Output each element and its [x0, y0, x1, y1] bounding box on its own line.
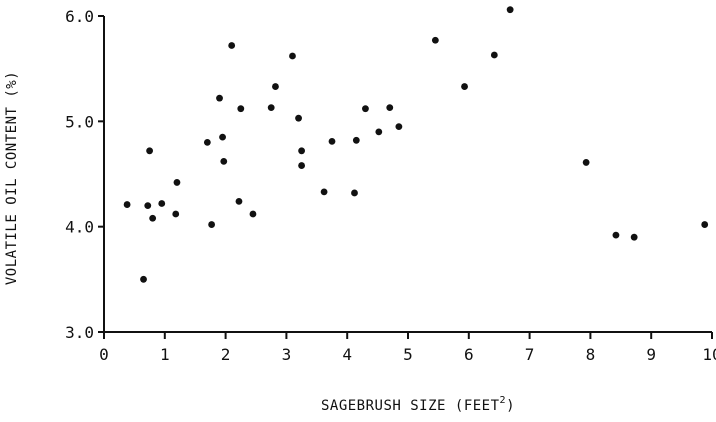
data-point [149, 214, 157, 222]
x-tick-label: 2 [221, 345, 231, 364]
y-ticks: 3.0 4.0 5.0 6.0 [65, 7, 104, 342]
data-point [249, 210, 257, 218]
data-point [237, 105, 245, 113]
data-point [220, 157, 228, 165]
x-tick-label: 5 [403, 345, 413, 364]
data-point [351, 189, 358, 197]
axes [103, 16, 712, 333]
data-point [208, 221, 216, 228]
data-point [158, 200, 166, 207]
data-point [267, 104, 275, 112]
data-point [506, 6, 514, 14]
data-point [203, 139, 211, 146]
y-tick-label: 6.0 [65, 7, 94, 26]
data-point [272, 83, 279, 90]
data-point [490, 51, 498, 59]
y-axis-label: VOLATILE OIL CONTENT (%) [4, 71, 20, 285]
data-point [362, 105, 369, 113]
x-axis-label-close: ) [506, 398, 515, 414]
x-tick-label: 0 [99, 345, 109, 364]
x-tick-label: 6 [464, 345, 474, 364]
x-tick-label: 4 [342, 345, 352, 364]
x-ticks: 0 1 2 3 4 5 6 7 8 9 10 [99, 332, 716, 364]
data-point [173, 179, 181, 186]
data-point [582, 159, 590, 166]
data-point [235, 197, 243, 205]
data-point [123, 201, 131, 208]
data-point [328, 137, 336, 145]
data-point [172, 210, 180, 218]
data-point [630, 233, 638, 241]
y-tick-label: 4.0 [65, 218, 94, 237]
data-point [140, 275, 147, 283]
x-axis-label-superscript: 2 [500, 395, 507, 406]
data-point [352, 136, 360, 144]
x-tick-label: 7 [525, 345, 535, 364]
data-point [216, 94, 223, 102]
data-point [461, 83, 468, 90]
data-point [320, 188, 328, 196]
data-point [146, 147, 154, 155]
data-point [144, 202, 152, 210]
data-point [219, 133, 226, 141]
data-point [298, 147, 305, 155]
data-point [375, 128, 383, 136]
data-point [386, 104, 394, 112]
x-tick-label: 10 [702, 345, 716, 364]
x-tick-label: 1 [160, 345, 170, 364]
data-point [298, 162, 305, 169]
data-point [612, 231, 620, 239]
data-point [289, 52, 296, 60]
x-tick-label: 3 [282, 345, 292, 364]
x-axis-label-text: SAGEBRUSH SIZE (FEET [321, 398, 500, 414]
data-point [295, 114, 302, 122]
x-tick-label: 8 [586, 345, 596, 364]
y-tick-label: 5.0 [65, 112, 94, 131]
x-axis-label: SAGEBRUSH SIZE (FEET2) [321, 395, 515, 414]
data-point [228, 42, 236, 49]
y-tick-label: 3.0 [65, 323, 94, 342]
data-point [701, 221, 709, 228]
data-points [123, 6, 709, 283]
data-point [395, 123, 403, 130]
data-point [431, 36, 439, 44]
x-tick-label: 9 [646, 345, 656, 364]
